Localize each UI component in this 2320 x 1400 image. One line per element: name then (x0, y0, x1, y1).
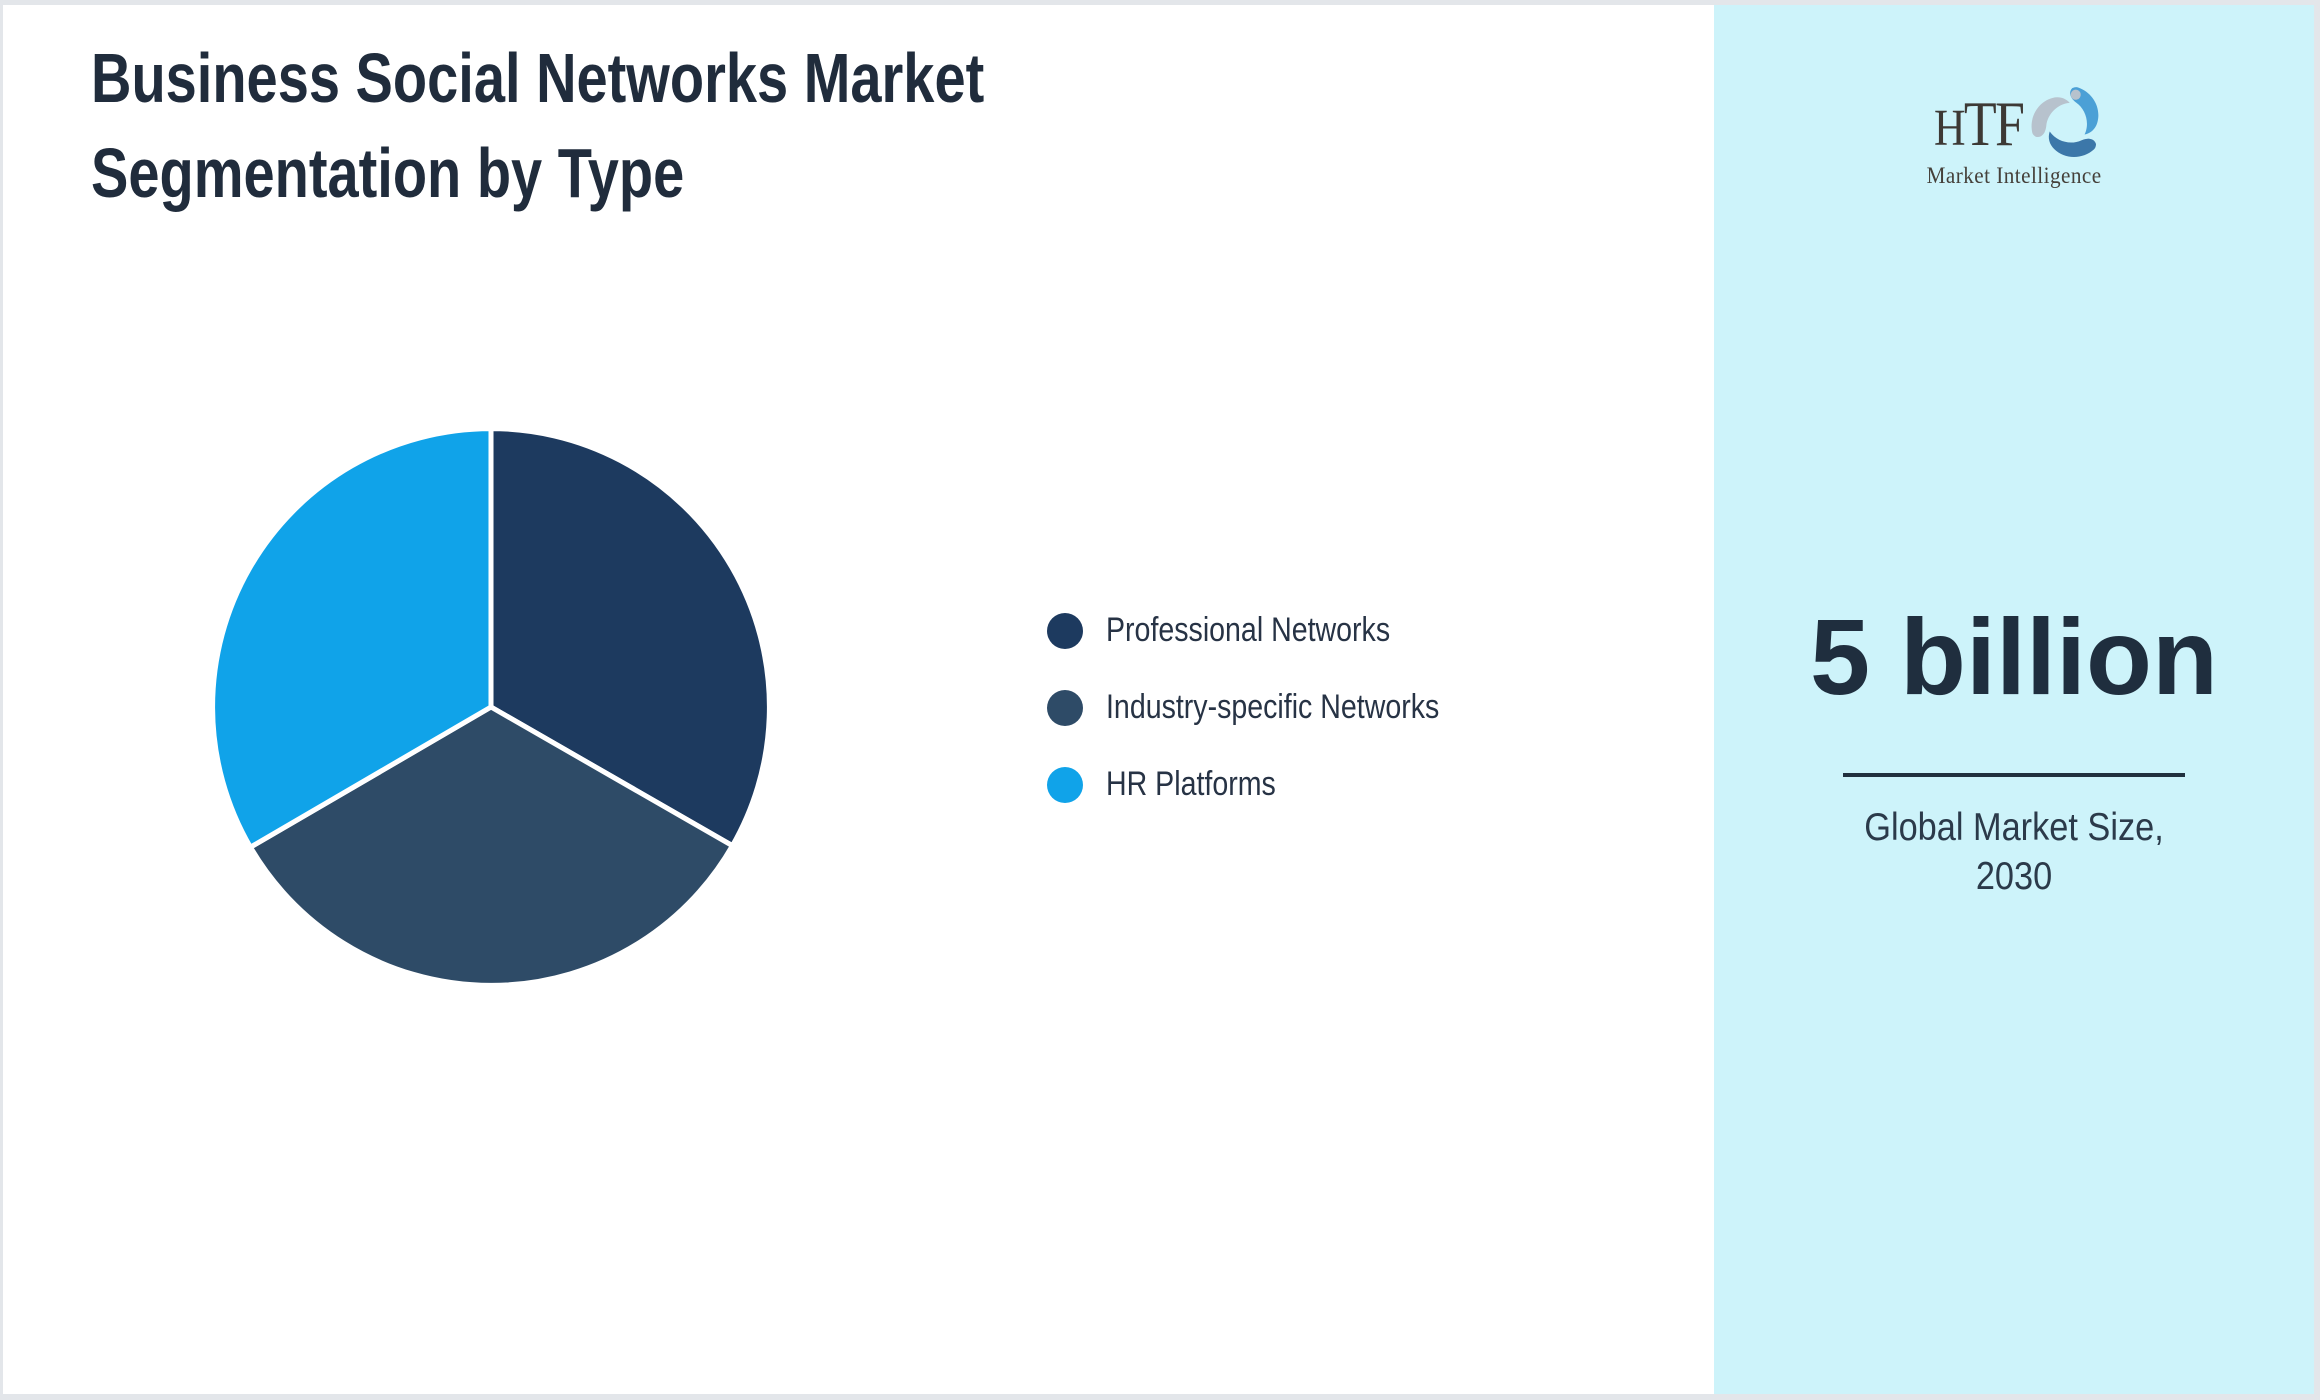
legend-label: Professional Networks (1106, 611, 1391, 649)
legend-swatch (1047, 766, 1083, 803)
pie-slice-2 (210, 426, 494, 850)
legend-swatch (1047, 612, 1083, 649)
stat-divider (1843, 773, 2185, 777)
brand-logo: HTF Market Intelligence (1714, 81, 2314, 189)
legend-label: Industry-specific Networks (1106, 688, 1440, 726)
brand-logo-row: HTF (1917, 81, 2111, 165)
dolphin-swirl-icon (2025, 85, 2110, 165)
legend-label: HR Platforms (1106, 765, 1276, 803)
legend-item-0: Professional Networks (1047, 611, 1503, 650)
page-title: Business Social Networks Market Segmenta… (91, 31, 984, 221)
legend: Professional Networks Industry-specific N… (1047, 611, 1503, 804)
page-title-line1: Business Social Networks Market (91, 39, 985, 117)
legend-item-2: HR Platforms (1047, 765, 1503, 804)
pie-chart-container (207, 423, 775, 991)
page-title-line2: Segmentation by Type (91, 134, 685, 212)
stat-caption: Global Market Size, 2030 (1750, 803, 2278, 901)
stat-caption-line2: 2030 (1975, 855, 2053, 898)
brand-subtitle: Market Intelligence (1926, 163, 2102, 188)
legend-item-1: Industry-specific Networks (1047, 688, 1503, 727)
stat-caption-line1: Global Market Size, (1864, 806, 2164, 849)
pie-slice-1 (247, 704, 735, 988)
pie-chart (210, 426, 772, 988)
sidebar: HTF Market Intelligence 5 billion (1714, 5, 2314, 1394)
market-size-stat: 5 billion Global Market Size, 2030 (1714, 603, 2314, 901)
stat-value: 5 billion (1809, 596, 2218, 717)
legend-swatch (1047, 689, 1083, 726)
dolphin-left (2025, 88, 2088, 139)
pie-slice-0 (488, 426, 772, 849)
brand-wordmark-tf: TF (1963, 88, 2025, 159)
brand-wordmark-h: H (1933, 100, 1966, 157)
brand-wordmark: HTF (1933, 88, 2025, 159)
